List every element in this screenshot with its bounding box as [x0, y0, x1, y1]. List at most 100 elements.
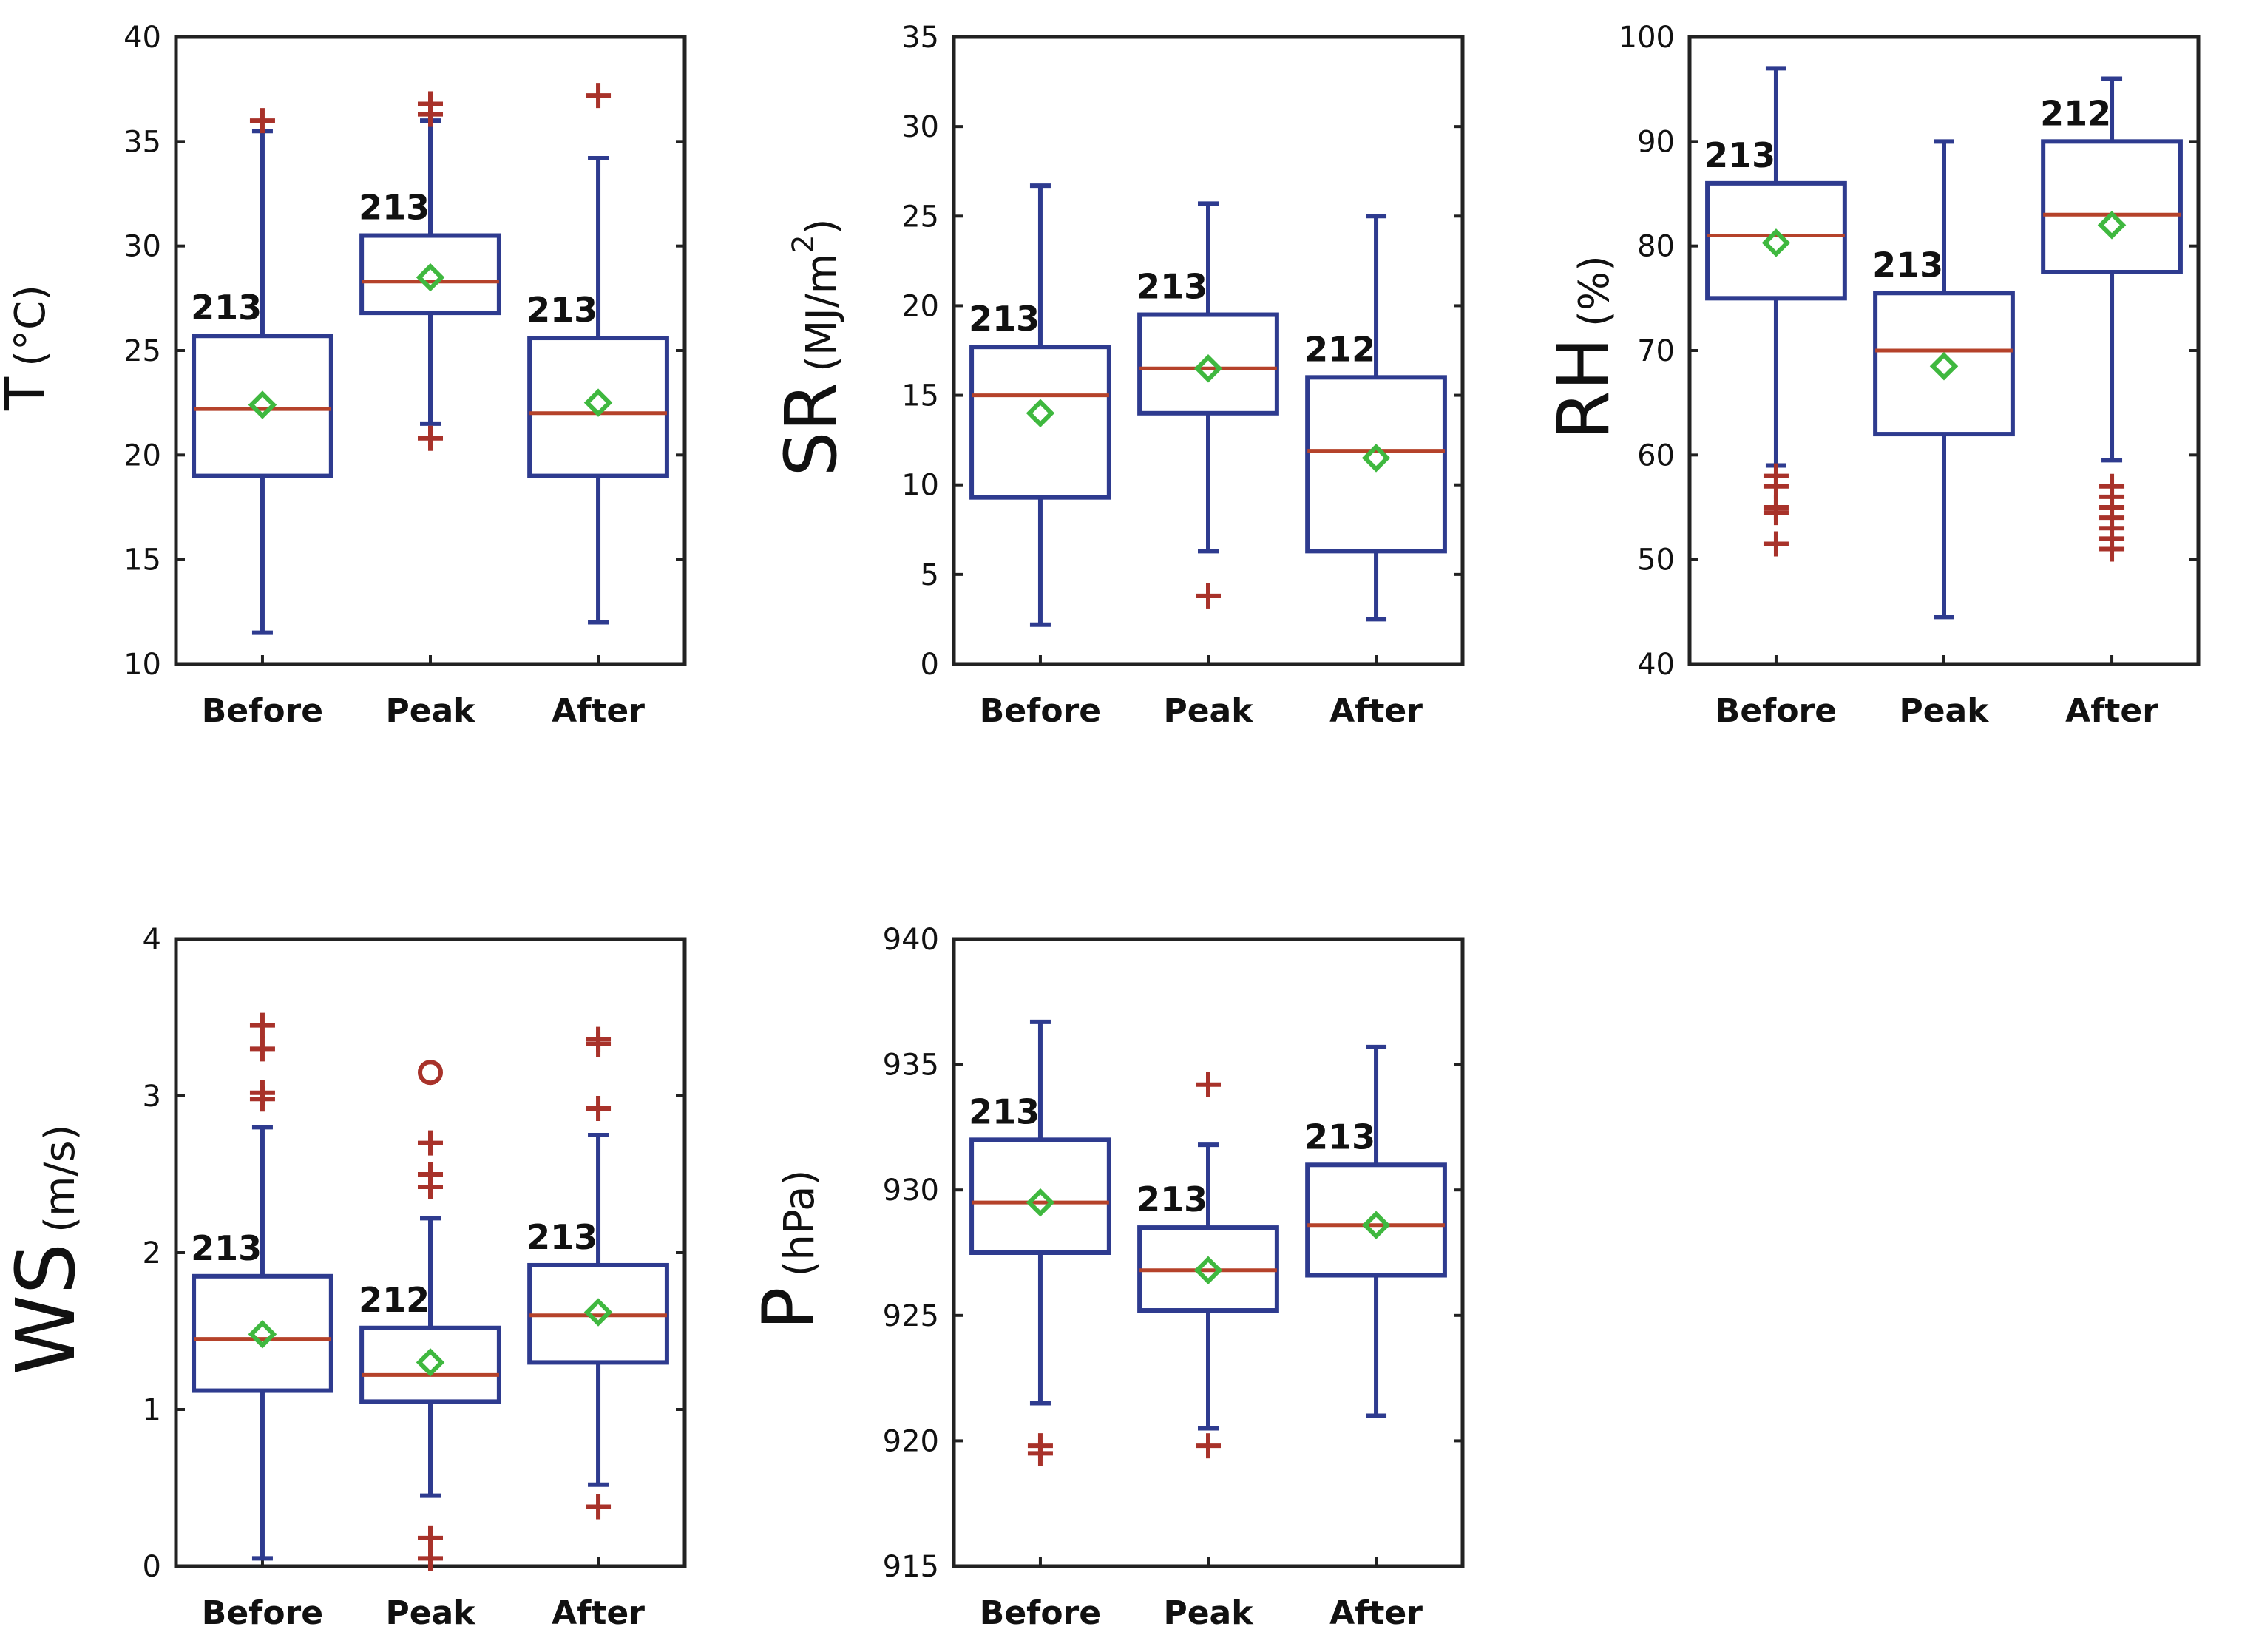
- y-tick-label: 50: [1637, 544, 1675, 578]
- iqr-box: [2041, 139, 2183, 274]
- y-axis-label: T (°C): [0, 285, 58, 411]
- y-axis-label-main: P: [748, 1287, 830, 1330]
- box-peak: 213: [359, 91, 501, 451]
- outlier-marker: [418, 1130, 443, 1156]
- y-tick-label: 80: [1637, 230, 1675, 264]
- y-tick-label: 90: [1637, 125, 1675, 159]
- y-tick-label: 70: [1637, 334, 1675, 368]
- mean-marker: [1761, 228, 1791, 257]
- sample-count-label: 213: [526, 1217, 597, 1257]
- outlier-marker: [418, 1162, 443, 1187]
- y-axis-label: P (hPa): [748, 1170, 830, 1330]
- y-axis-label-main: WS: [0, 1243, 93, 1375]
- outlier-marker: [1196, 583, 1221, 609]
- mean-marker: [1193, 1256, 1223, 1284]
- y-axis-label: WS (m/s): [0, 1125, 93, 1375]
- y-tick-label: 935: [883, 1049, 939, 1083]
- box-peak: 213: [1872, 139, 2015, 620]
- mean-marker: [1026, 1188, 1055, 1217]
- x-tick-label-before: Before: [1715, 692, 1837, 730]
- y-tick-label: 940: [883, 923, 939, 957]
- iqr-box: [1873, 291, 2015, 437]
- y-tick-label: 30: [123, 230, 161, 264]
- box-peak: 213: [1137, 201, 1279, 609]
- y-tick-label: 40: [1637, 648, 1675, 682]
- y-axis-label: SR (MJ/m2): [770, 218, 853, 476]
- y-tick-label: 0: [143, 1550, 161, 1584]
- box-after: 213: [1304, 1044, 1447, 1418]
- x-tick-label-after: After: [1329, 692, 1423, 730]
- box-before: 213: [191, 108, 333, 635]
- iqr-box: [359, 233, 501, 316]
- sample-count-label: 212: [2040, 93, 2111, 133]
- x-tick-label-after: After: [2065, 692, 2158, 730]
- panel-ws: 0 1 2 3 4 Before Peak After WS (m/s) 213 212 213: [0, 923, 687, 1632]
- outlier-marker: [586, 1494, 612, 1520]
- y-tick-label: 35: [123, 125, 161, 159]
- mean-marker: [1361, 444, 1391, 473]
- y-tick-label: 15: [123, 544, 161, 578]
- box-peak: 212: [359, 1130, 501, 1571]
- x-tick-label-peak: Peak: [385, 1594, 476, 1632]
- outlier-marker: [586, 1095, 612, 1121]
- y-tick-label: 30: [901, 110, 939, 144]
- mean-marker: [248, 390, 277, 419]
- sample-count-label: 213: [969, 299, 1040, 339]
- iqr-box: [1305, 1162, 1447, 1278]
- sample-count-label: 212: [359, 1280, 430, 1320]
- y-tick-label: 10: [901, 469, 939, 503]
- panel-sr: 0 5 10 15 20 25 30 35 Before Peak After SR (MJ/m2) 21…: [770, 21, 1465, 730]
- sample-count-label: 213: [359, 188, 430, 228]
- x-tick-label-peak: Peak: [1163, 1594, 1254, 1632]
- mean-marker: [1361, 1211, 1391, 1239]
- outlier-marker: [249, 1012, 275, 1038]
- y-axis-label-unit: (MJ/m: [798, 254, 846, 372]
- y-tick-label: 2: [143, 1236, 161, 1270]
- y-axis-label-main: SR: [770, 382, 853, 477]
- sample-count-label: 213: [191, 1228, 262, 1268]
- box-after: 212: [1304, 214, 1447, 622]
- x-tick-label-before: Before: [980, 692, 1101, 730]
- y-axis-label: RH (%): [1542, 255, 1625, 440]
- y-axis-label-main: T: [0, 376, 58, 411]
- y-tick-label: 915: [883, 1550, 939, 1584]
- sample-count-label: 213: [1304, 1117, 1375, 1157]
- mean-marker: [416, 1348, 445, 1377]
- x-tick-label-peak: Peak: [1163, 692, 1254, 730]
- sample-count-label: 213: [1704, 135, 1775, 175]
- outlier-marker: [1027, 1433, 1053, 1459]
- mean-marker: [1193, 353, 1223, 383]
- y-tick-label: 20: [123, 439, 161, 473]
- mean-marker: [248, 1319, 277, 1349]
- x-tick-label-after: After: [552, 1594, 645, 1632]
- panel-rh: 40 50 60 70 80 90 100 Before Peak After RH (%) 213 21…: [1542, 21, 2201, 730]
- sample-count-label: 213: [526, 290, 597, 330]
- outlier-marker: [1196, 1072, 1221, 1097]
- y-tick-label: 3: [143, 1080, 161, 1114]
- iqr-box: [527, 336, 669, 478]
- y-tick-label: 5: [921, 558, 939, 592]
- y-tick-label: 20: [901, 289, 939, 323]
- box-peak: 213: [1137, 1072, 1279, 1459]
- outlier-marker: [249, 1036, 275, 1062]
- outlier-marker: [586, 83, 612, 109]
- box-before: 213: [191, 1012, 333, 1561]
- iqr-box: [1305, 375, 1447, 554]
- circle-outlier-marker: [418, 1060, 443, 1086]
- box-after: 213: [526, 83, 669, 625]
- box-after: 212: [2040, 76, 2183, 562]
- y-tick-label: 25: [901, 200, 939, 234]
- y-axis-label-unit: (hPa): [776, 1170, 824, 1277]
- outlier-marker: [2099, 473, 2125, 499]
- mean-marker: [1026, 399, 1055, 428]
- y-axis-label-close: ): [798, 218, 846, 234]
- y-axis-label-main: RH: [1542, 337, 1625, 440]
- y-tick-label: 0: [921, 648, 939, 682]
- x-tick-label-peak: Peak: [385, 692, 476, 730]
- iqr-box: [1137, 312, 1279, 416]
- panel-p: 915 920 925 930 935 940 Before Peak After P (hPa) 2…: [748, 923, 1465, 1632]
- sample-count-label: 213: [1137, 1179, 1207, 1219]
- y-axis-label-unit: (m/s): [36, 1125, 84, 1233]
- box-after: 213: [526, 1026, 669, 1520]
